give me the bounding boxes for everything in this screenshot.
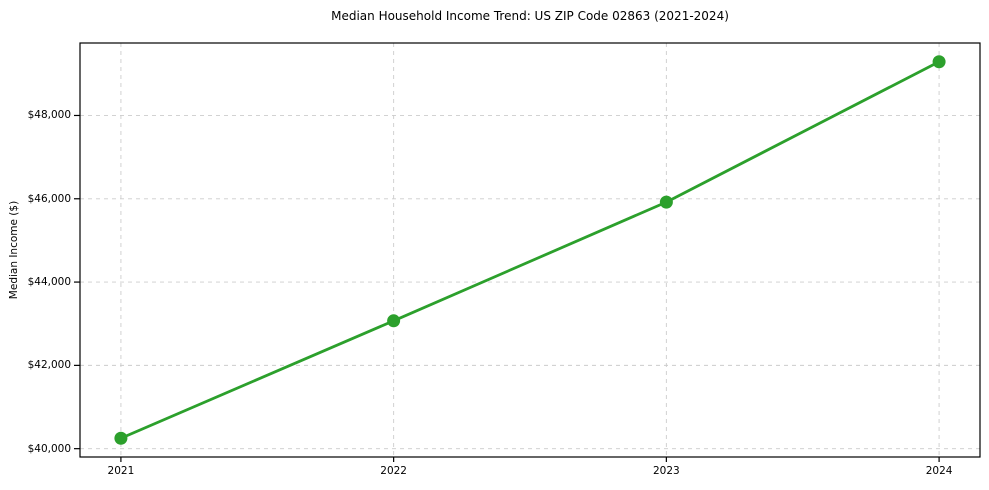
chart-title: Median Household Income Trend: US ZIP Co… xyxy=(331,9,729,23)
data-point-marker xyxy=(387,314,401,328)
x-tick-label: 2021 xyxy=(107,465,135,477)
y-tick-label: $42,000 xyxy=(27,359,71,372)
trend-line xyxy=(119,60,941,440)
x-tick-label: 2023 xyxy=(652,465,680,477)
data-point-marker xyxy=(932,55,946,69)
data-point-marker xyxy=(659,195,673,209)
y-tick-label: $46,000 xyxy=(27,192,71,205)
x-tick-label: 2024 xyxy=(925,465,953,477)
y-tick-label: $40,000 xyxy=(27,442,71,455)
x-tick-label: 2022 xyxy=(380,465,407,477)
plot-border xyxy=(79,42,981,458)
data-point-marker xyxy=(114,431,128,445)
y-tick-label: $44,000 xyxy=(27,276,71,289)
y-tick-label: $48,000 xyxy=(27,109,71,122)
